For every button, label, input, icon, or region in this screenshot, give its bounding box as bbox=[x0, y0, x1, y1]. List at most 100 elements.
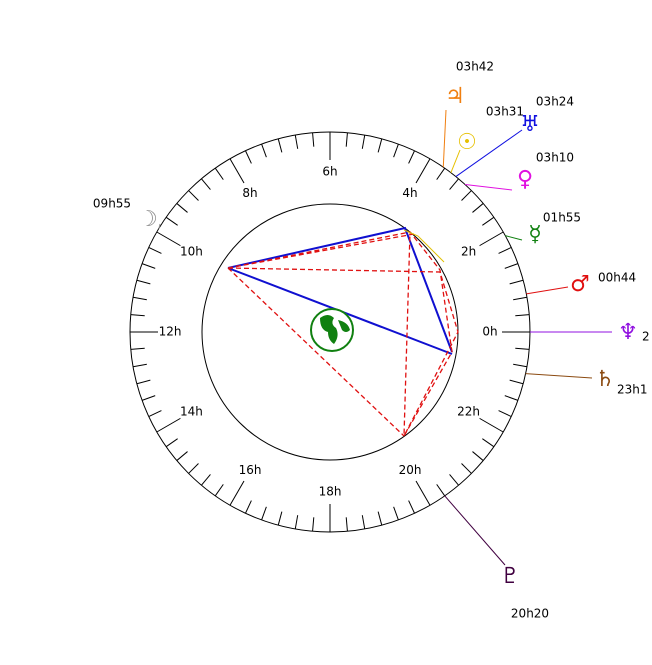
tick bbox=[450, 474, 459, 485]
hour-label: 6h bbox=[322, 165, 337, 179]
hour-label: 4h bbox=[402, 186, 417, 200]
planet-symbol: ♂ bbox=[570, 272, 590, 297]
tick bbox=[499, 411, 512, 417]
tick bbox=[346, 133, 347, 147]
tick bbox=[230, 481, 244, 505]
tick bbox=[157, 232, 181, 246]
hour-label: 14h bbox=[180, 405, 203, 419]
tick bbox=[133, 364, 147, 366]
planet-time: 23h1 bbox=[617, 383, 648, 397]
planet-time: 03h24 bbox=[536, 95, 574, 109]
tick bbox=[513, 364, 527, 366]
hour-label: 12h bbox=[159, 325, 182, 339]
tick bbox=[131, 315, 145, 316]
planet-time: 03h10 bbox=[536, 151, 574, 165]
hour-label: 22h bbox=[457, 405, 480, 419]
planet-time: 01h55 bbox=[543, 211, 581, 225]
tick bbox=[479, 418, 503, 432]
tick bbox=[149, 411, 162, 417]
hour-label: 8h bbox=[242, 186, 257, 200]
tick bbox=[346, 517, 347, 531]
hour-label: 18h bbox=[319, 485, 342, 499]
tick bbox=[416, 481, 430, 505]
planet-time: 2 bbox=[642, 330, 650, 344]
tick bbox=[262, 507, 267, 520]
tick bbox=[189, 191, 199, 201]
tick bbox=[142, 264, 155, 269]
tick bbox=[133, 297, 147, 299]
planet-symbol: ♀ bbox=[517, 167, 533, 192]
tick bbox=[513, 297, 527, 299]
tick bbox=[295, 135, 297, 149]
tick bbox=[278, 512, 282, 526]
tick bbox=[472, 203, 483, 212]
tick bbox=[230, 159, 244, 183]
tick bbox=[437, 484, 445, 495]
hour-label: 20h bbox=[399, 463, 422, 477]
tick bbox=[409, 151, 415, 164]
tick bbox=[215, 484, 223, 495]
hour-label: 2h bbox=[461, 245, 476, 259]
tick bbox=[201, 179, 210, 190]
tick bbox=[362, 515, 364, 529]
tick bbox=[409, 501, 415, 514]
tick bbox=[479, 232, 503, 246]
tick bbox=[157, 418, 181, 432]
tick bbox=[482, 217, 493, 225]
tick bbox=[137, 280, 151, 284]
planet-symbol: ☽ bbox=[138, 207, 158, 232]
planet-time: 03h31 bbox=[486, 105, 524, 119]
tick bbox=[515, 348, 529, 349]
tick bbox=[201, 474, 210, 485]
tick bbox=[189, 464, 199, 474]
tick bbox=[245, 501, 251, 514]
tick bbox=[510, 280, 524, 284]
tick bbox=[510, 380, 524, 384]
planet-symbol: ♃ bbox=[445, 84, 465, 109]
tick bbox=[472, 452, 483, 461]
planet-symbol: ♄ bbox=[595, 367, 615, 392]
tick bbox=[295, 515, 297, 529]
tick bbox=[149, 247, 162, 253]
tick bbox=[166, 439, 177, 447]
planet-line bbox=[445, 496, 505, 565]
sky-chart: 0h2h4h6h8h10h12h14h16h18h20h22h♃03h42☉03… bbox=[0, 0, 652, 661]
tick bbox=[131, 348, 145, 349]
planet-line bbox=[526, 287, 568, 294]
tick bbox=[142, 396, 155, 401]
tick bbox=[245, 151, 251, 164]
tick bbox=[482, 439, 493, 447]
planet-time: 00h44 bbox=[598, 271, 636, 285]
hour-label: 0h bbox=[482, 325, 497, 339]
tick bbox=[499, 247, 512, 253]
tick bbox=[313, 517, 314, 531]
hour-label: 10h bbox=[180, 245, 203, 259]
planet-symbol: ♇ bbox=[500, 564, 520, 589]
planet-symbol: ♅ bbox=[520, 112, 540, 137]
planet-symbol: ♆ bbox=[618, 320, 638, 345]
planet-symbol: ☿ bbox=[528, 222, 542, 247]
tick bbox=[166, 217, 177, 225]
tick bbox=[416, 159, 430, 183]
tick bbox=[177, 452, 188, 461]
tick bbox=[394, 507, 399, 520]
tick bbox=[177, 203, 188, 212]
planet-line bbox=[465, 185, 512, 190]
tick bbox=[278, 139, 282, 153]
tick bbox=[462, 464, 472, 474]
earth-icon bbox=[311, 309, 353, 351]
tick bbox=[515, 315, 529, 316]
tick bbox=[394, 144, 399, 157]
tick bbox=[262, 144, 267, 157]
tick bbox=[378, 139, 382, 153]
planet-symbol: ☉ bbox=[457, 130, 477, 155]
tick bbox=[505, 396, 518, 401]
tick bbox=[137, 380, 151, 384]
planet-time: 20h20 bbox=[511, 607, 549, 621]
tick bbox=[378, 512, 382, 526]
tick bbox=[362, 135, 364, 149]
planet-time: 09h55 bbox=[93, 197, 131, 211]
tick bbox=[215, 168, 223, 179]
planet-time: 03h42 bbox=[456, 60, 494, 74]
tick bbox=[313, 133, 314, 147]
